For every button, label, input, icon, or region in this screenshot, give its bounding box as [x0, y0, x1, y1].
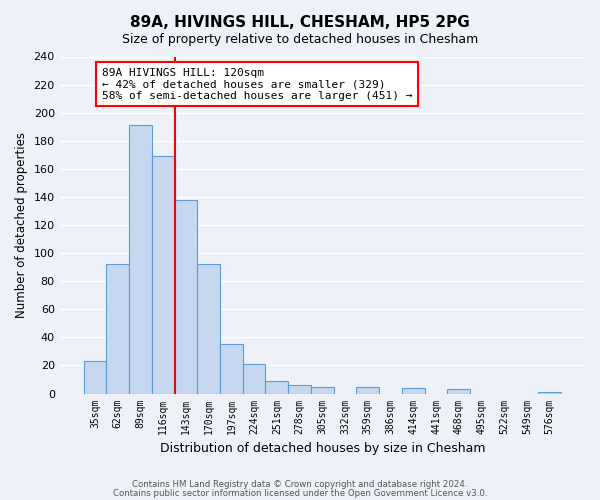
Bar	[538, 392, 561, 394]
Bar	[402, 388, 425, 394]
Y-axis label: Number of detached properties: Number of detached properties	[15, 132, 28, 318]
X-axis label: Distribution of detached houses by size in Chesham: Distribution of detached houses by size …	[160, 442, 485, 455]
Text: Contains HM Land Registry data © Crown copyright and database right 2024.: Contains HM Land Registry data © Crown c…	[132, 480, 468, 489]
Text: 89A HIVINGS HILL: 120sqm
← 42% of detached houses are smaller (329)
58% of semi-: 89A HIVINGS HILL: 120sqm ← 42% of detach…	[102, 68, 412, 101]
Bar	[83, 362, 106, 394]
Bar	[243, 364, 265, 394]
Text: Contains public sector information licensed under the Open Government Licence v3: Contains public sector information licen…	[113, 488, 487, 498]
Bar	[448, 390, 470, 394]
Bar	[311, 386, 334, 394]
Bar	[288, 385, 311, 394]
Bar	[129, 126, 152, 394]
Text: Size of property relative to detached houses in Chesham: Size of property relative to detached ho…	[122, 32, 478, 46]
Bar	[220, 344, 243, 394]
Text: 89A, HIVINGS HILL, CHESHAM, HP5 2PG: 89A, HIVINGS HILL, CHESHAM, HP5 2PG	[130, 15, 470, 30]
Bar	[175, 200, 197, 394]
Bar	[356, 386, 379, 394]
Bar	[152, 156, 175, 394]
Bar	[197, 264, 220, 394]
Bar	[265, 381, 288, 394]
Bar	[106, 264, 129, 394]
